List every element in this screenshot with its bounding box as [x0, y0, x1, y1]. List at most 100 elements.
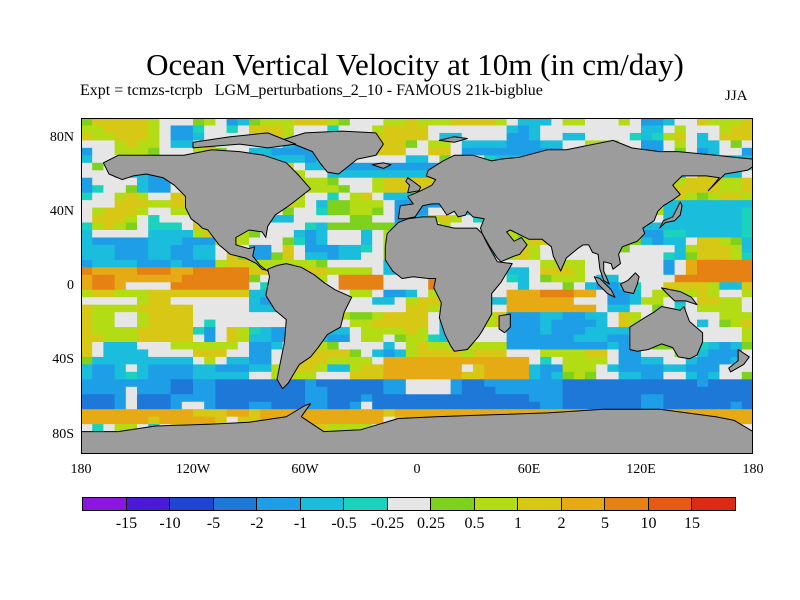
- field-cell: [741, 349, 753, 358]
- field-cell: [148, 252, 160, 261]
- field-cell: [629, 289, 642, 298]
- field-cell: [338, 379, 351, 388]
- field-cell: [585, 364, 597, 373]
- field-cell: [81, 379, 93, 388]
- field-cell: [618, 342, 631, 351]
- field-cell: [629, 252, 642, 261]
- field-cell: [215, 274, 228, 283]
- field-cell: [260, 244, 272, 253]
- field-cell: [349, 319, 362, 328]
- field-cell: [685, 386, 698, 395]
- field-cell: [103, 416, 116, 425]
- field-cell: [81, 267, 93, 276]
- landmass-new-zealand: [728, 349, 750, 373]
- field-cell: [92, 200, 104, 209]
- field-cell: [629, 304, 642, 313]
- field-cell: [92, 140, 104, 149]
- field-cell: [741, 252, 753, 261]
- field-cell: [125, 230, 138, 239]
- field-cell: [529, 327, 541, 336]
- field-cell: [193, 409, 205, 418]
- field-cell: [730, 356, 743, 365]
- field-cell: [473, 132, 485, 141]
- field-cell: [204, 282, 216, 291]
- field-cell: [137, 289, 149, 298]
- field-cell: [383, 274, 396, 283]
- field-cell: [260, 319, 272, 328]
- field-cell: [383, 192, 396, 201]
- field-cell: [607, 394, 620, 403]
- field-cell: [137, 192, 149, 201]
- field-cell: [383, 215, 396, 224]
- field-cell: [103, 379, 116, 388]
- field-cell: [293, 222, 306, 231]
- field-cell: [573, 118, 586, 127]
- field-cell: [719, 132, 732, 141]
- field-cell: [103, 319, 116, 328]
- field-cell: [349, 349, 362, 358]
- field-cell: [473, 356, 485, 365]
- field-cell: [260, 386, 272, 395]
- field-cell: [741, 259, 753, 268]
- field-cell: [125, 222, 138, 231]
- field-cell: [349, 274, 362, 283]
- field-cell: [226, 319, 239, 328]
- field-cell: [506, 401, 519, 410]
- field-cell: [439, 215, 452, 224]
- field-cell: [159, 177, 172, 186]
- field-cell: [629, 244, 642, 253]
- field-cell: [338, 334, 351, 343]
- field-cell: [607, 327, 620, 336]
- field-cell: [562, 274, 575, 283]
- field-cell: [249, 244, 261, 253]
- field-cell: [137, 312, 149, 321]
- field-cell: [159, 215, 172, 224]
- field-cell: [450, 118, 463, 127]
- field-cell: [159, 297, 172, 306]
- field-cell: [607, 379, 620, 388]
- field-cell: [170, 207, 183, 216]
- field-cell: [271, 356, 284, 365]
- field-cell: [495, 304, 508, 313]
- field-cell: [92, 118, 104, 127]
- field-cell: [394, 289, 407, 298]
- field-cell: [663, 282, 676, 291]
- field-cell: [652, 244, 664, 253]
- field-cell: [473, 147, 485, 156]
- field-cell: [159, 386, 172, 395]
- field-cell: [361, 304, 373, 313]
- field-cell: [551, 274, 564, 283]
- field-cell: [170, 349, 183, 358]
- field-cell: [551, 125, 564, 134]
- field-cell: [719, 192, 732, 201]
- field-cell: [674, 237, 687, 246]
- colorbar-swatch: [691, 497, 736, 511]
- field-cell: [517, 118, 530, 127]
- field-cell: [383, 401, 396, 410]
- field-cell: [618, 371, 631, 380]
- field-cell: [338, 364, 351, 373]
- field-cell: [125, 304, 138, 313]
- field-cell: [193, 379, 205, 388]
- field-cell: [305, 192, 317, 201]
- field-cell: [461, 118, 474, 127]
- field-cell: [204, 371, 216, 380]
- field-cell: [495, 349, 508, 358]
- field-cell: [450, 401, 463, 410]
- field-cell: [573, 394, 586, 403]
- field-cell: [204, 267, 216, 276]
- field-cell: [517, 132, 530, 141]
- field-cell: [361, 342, 373, 351]
- field-cell: [293, 237, 306, 246]
- field-cell: [170, 267, 183, 276]
- field-cell: [372, 118, 384, 127]
- field-cell: [338, 200, 351, 209]
- field-cell: [685, 177, 698, 186]
- field-cell: [741, 312, 753, 321]
- field-cell: [585, 125, 597, 134]
- field-cell: [573, 252, 586, 261]
- field-cell: [730, 409, 743, 418]
- field-cell: [215, 409, 228, 418]
- field-cell: [137, 349, 149, 358]
- field-cell: [596, 289, 608, 298]
